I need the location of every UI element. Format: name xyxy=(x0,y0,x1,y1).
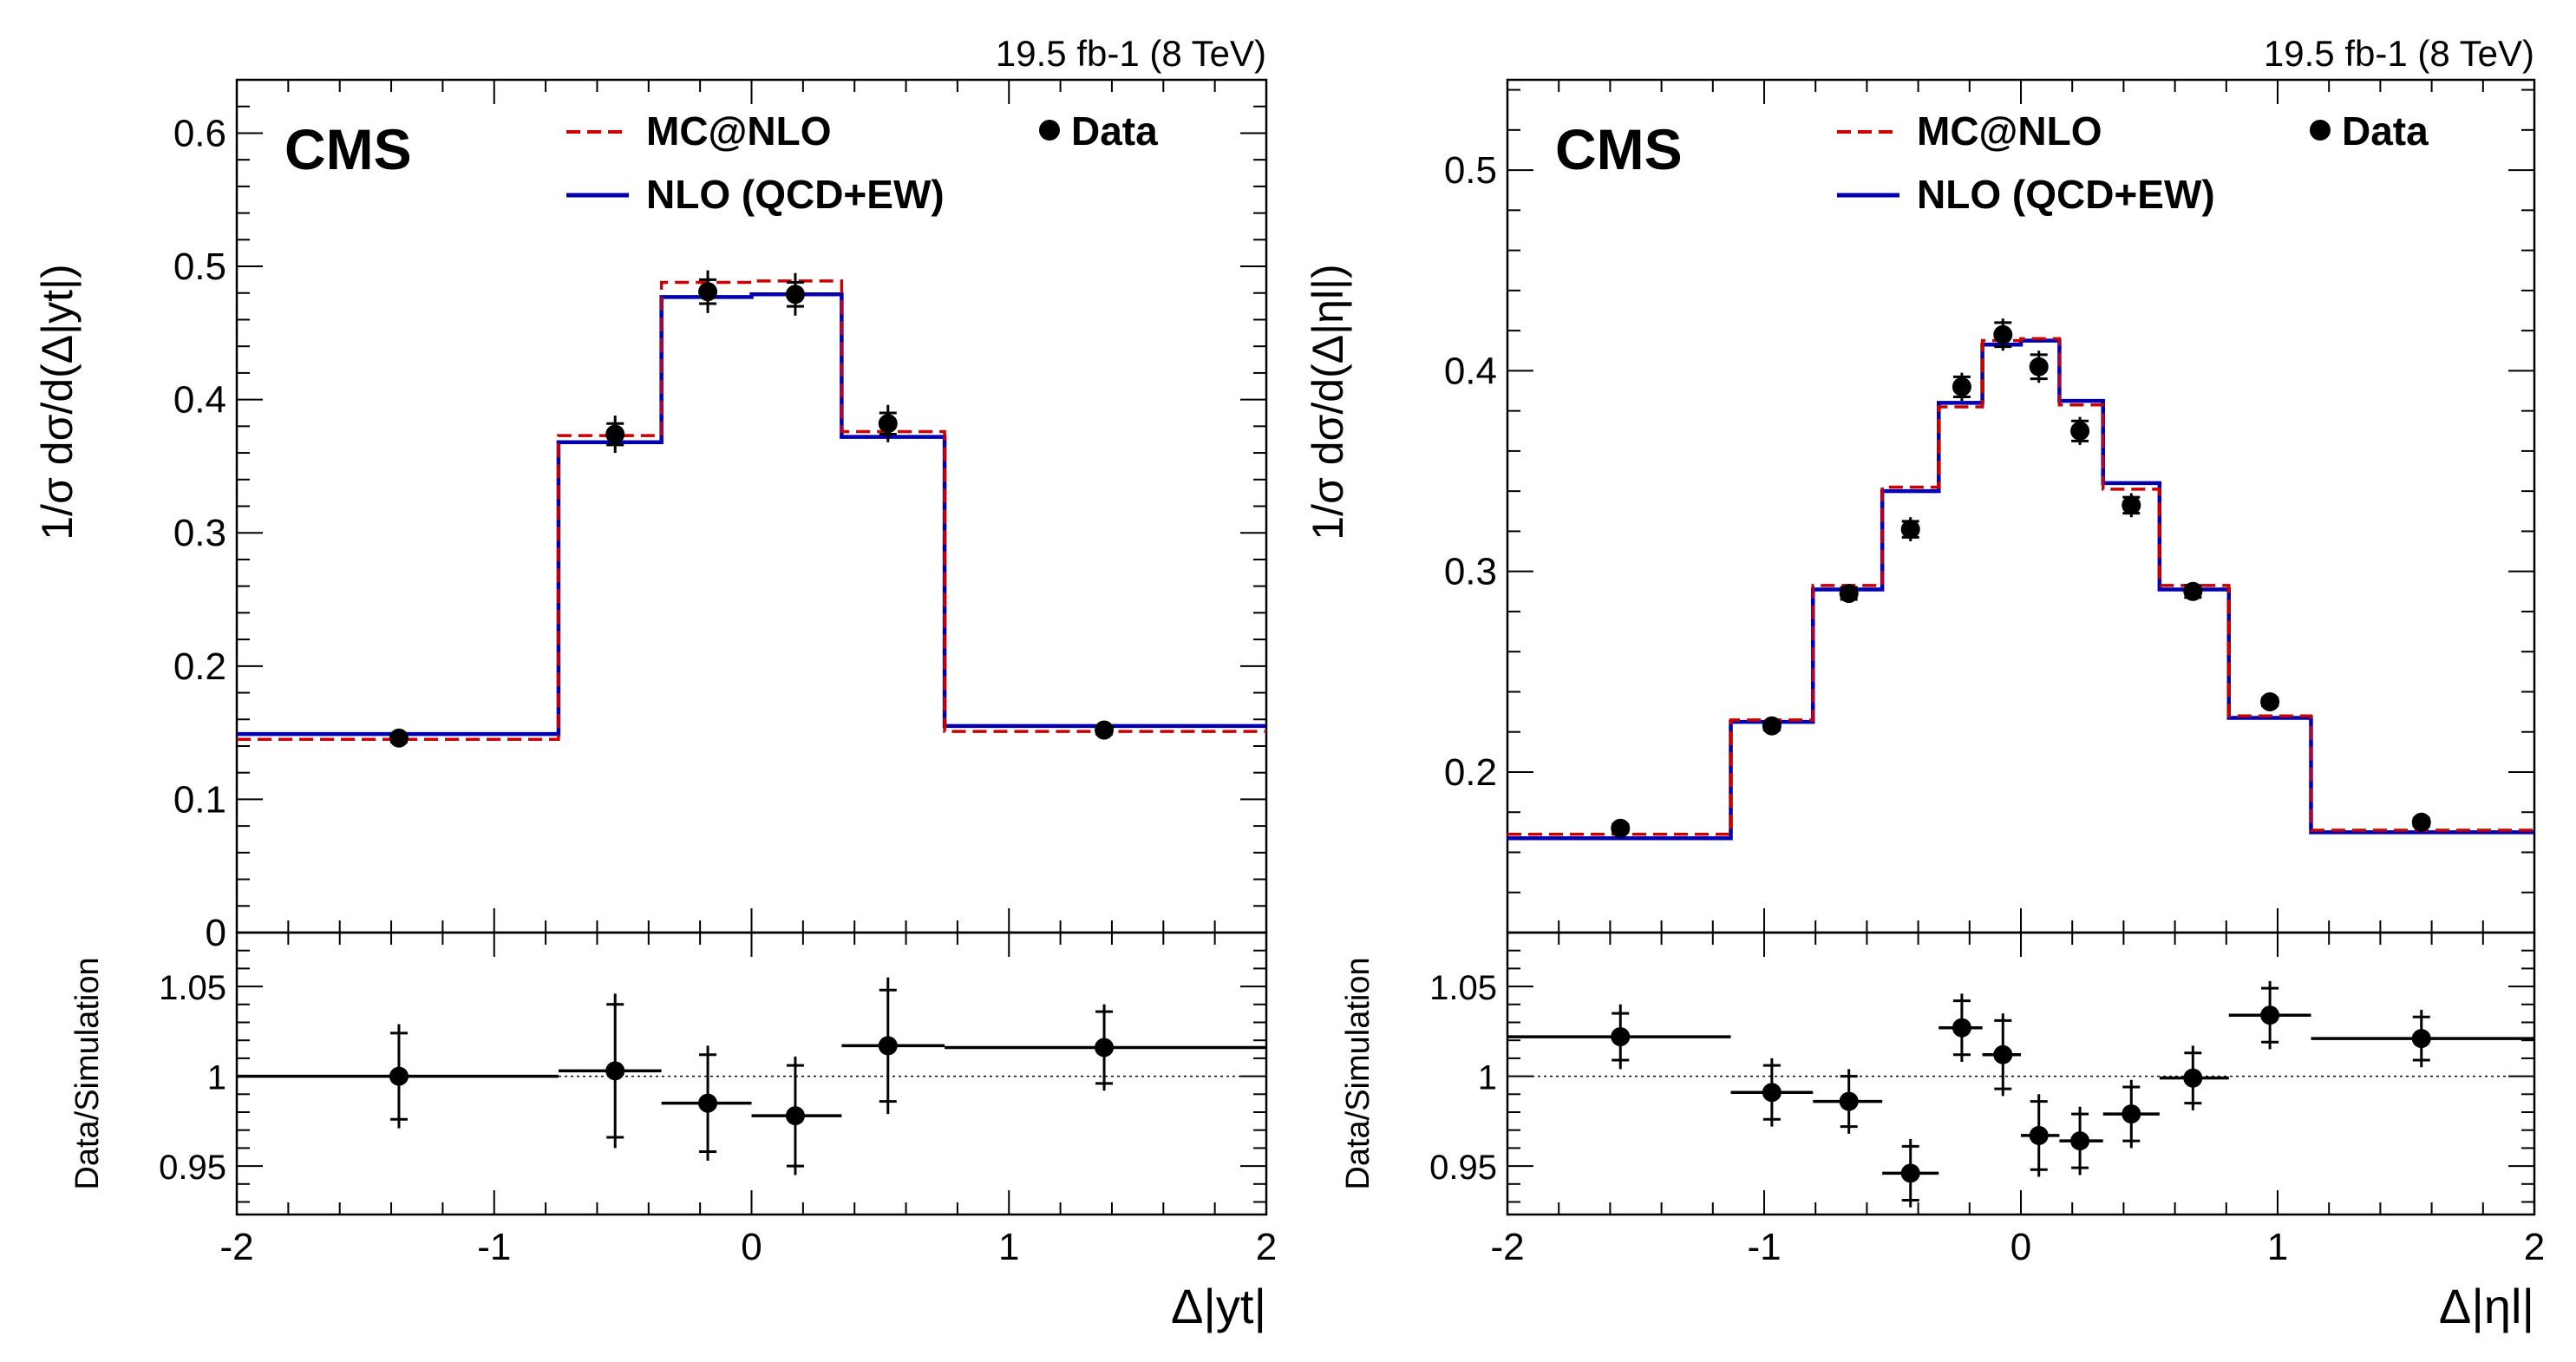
ratio-y-axis-title: Data/Simulation xyxy=(69,957,106,1189)
mcatnlo-histogram xyxy=(1507,337,2534,836)
ratio-plot-frame xyxy=(1506,931,2536,1216)
y-tick-label: 0.4 xyxy=(173,379,226,422)
y-tick-label: 0.5 xyxy=(1444,149,1497,192)
ratio-point xyxy=(878,1036,898,1056)
x-axis-title: Δ|ηl| xyxy=(2439,1279,2534,1333)
nlo-qcd-ew-histogram xyxy=(1507,338,2534,841)
data-point xyxy=(2183,581,2203,601)
y-axis-title: 1/σ dσ/d(Δ|yt|) xyxy=(33,264,82,540)
ratio-y-tick-label: 1 xyxy=(207,1059,226,1097)
nlo-qcd-ew-histogram xyxy=(237,292,1266,737)
ratio-point xyxy=(1095,1038,1115,1058)
cms-label: CMS xyxy=(1555,117,1683,181)
mcatnlo-histogram xyxy=(237,279,1266,742)
data-point xyxy=(2260,692,2280,712)
data-point xyxy=(1839,584,1859,604)
x-axis-title: Δ|yt| xyxy=(1171,1279,1266,1333)
y-tick-label: 0.3 xyxy=(1444,551,1497,593)
data-point xyxy=(1095,720,1115,740)
ratio-y-tick-label: 1.05 xyxy=(159,969,226,1007)
data-point xyxy=(1611,818,1631,838)
cms-label: CMS xyxy=(284,117,412,181)
ratio-point xyxy=(1900,1163,1920,1183)
ratio-point xyxy=(2183,1068,2203,1088)
ratio-y-tick-label: 1 xyxy=(1478,1059,1497,1097)
data-point xyxy=(2029,357,2049,377)
ratio-point xyxy=(605,1061,625,1081)
legend-data-label: Data xyxy=(1071,108,1158,154)
y-tick-label: 0.2 xyxy=(173,645,226,688)
x-tick-label: 0 xyxy=(741,1226,762,1268)
y-tick-label: 0.2 xyxy=(1444,751,1497,794)
data-point xyxy=(878,414,898,434)
ratio-y-tick-label: 0.95 xyxy=(1429,1149,1497,1187)
ratio-point xyxy=(389,1066,409,1086)
legend-nlo-label: NLO (QCD+EW) xyxy=(646,172,945,217)
ratio-point xyxy=(2411,1029,2431,1049)
y-tick-label: 0 xyxy=(206,912,226,954)
y-tick-label: 0.6 xyxy=(173,112,226,154)
ratio-point xyxy=(2070,1131,2090,1151)
lumi-label: 19.5 fb-1 (8 TeV) xyxy=(2264,33,2534,74)
x-tick-label: 2 xyxy=(1256,1226,1277,1268)
lumi-label: 19.5 fb-1 (8 TeV) xyxy=(996,33,1266,74)
y-tick-label: 0.5 xyxy=(173,246,226,288)
legend-nlo-label: NLO (QCD+EW) xyxy=(1917,172,2215,217)
data-point xyxy=(1952,377,1971,396)
x-tick-label: 2 xyxy=(2524,1226,2545,1268)
legend-mcatnlo-label: MC@NLO xyxy=(646,108,832,154)
ratio-point xyxy=(2260,1005,2280,1025)
data-point xyxy=(1900,520,1920,540)
ratio-point xyxy=(1762,1083,1782,1103)
ratio-point xyxy=(1952,1018,1971,1038)
x-tick-label: 1 xyxy=(2267,1226,2288,1268)
data-point xyxy=(698,282,718,302)
ratio-point xyxy=(1839,1091,1859,1111)
y-axis-title: 1/σ dσ/d(Δ|ηl|) xyxy=(1304,264,1352,540)
ratio-point xyxy=(785,1106,805,1126)
ratio-point xyxy=(1611,1027,1631,1047)
data-point xyxy=(1762,716,1782,736)
y-tick-label: 0.3 xyxy=(173,512,226,554)
data-point xyxy=(605,424,625,444)
ratio-point xyxy=(698,1093,718,1113)
ratio-y-tick-label: 1.05 xyxy=(1429,969,1497,1007)
x-tick-label: -1 xyxy=(1747,1226,1781,1268)
x-tick-label: -1 xyxy=(477,1226,511,1268)
x-tick-label: -2 xyxy=(219,1226,253,1268)
ratio-y-tick-label: 0.95 xyxy=(159,1149,226,1187)
y-tick-label: 0.4 xyxy=(1444,350,1497,392)
y-tick-label: 0.1 xyxy=(173,778,226,821)
legend-data-label: Data xyxy=(2342,108,2429,154)
ratio-y-axis-title: Data/Simulation xyxy=(1340,957,1376,1189)
data-point xyxy=(2411,812,2431,832)
x-tick-label: -2 xyxy=(1490,1226,1524,1268)
panel-right: -2 -1 0 1 2 0.2 0.3 0.4 0.5 0.95 1 1.05 CMS 19.5 fb-1… xyxy=(1304,33,2545,1333)
x-tick-label: 0 xyxy=(2010,1226,2031,1268)
legend-data-marker xyxy=(2310,120,2331,141)
data-point xyxy=(785,285,805,304)
ratio-point xyxy=(2029,1125,2049,1145)
legend-mcatnlo-label: MC@NLO xyxy=(1917,108,2102,154)
data-point xyxy=(1993,324,2013,344)
ratio-point xyxy=(1993,1044,2013,1064)
data-point xyxy=(2122,495,2141,515)
data-point xyxy=(389,728,409,748)
data-point xyxy=(2070,421,2090,441)
panel-left: -2 -1 0 1 2 0 0.1 0.2 0.3 0.4 0.5 0.6 0.95 1 1.05 CMS 19… xyxy=(33,33,1277,1333)
legend-data-marker xyxy=(1039,120,1060,141)
ratio-point xyxy=(2122,1104,2141,1124)
x-tick-label: 1 xyxy=(998,1226,1019,1268)
